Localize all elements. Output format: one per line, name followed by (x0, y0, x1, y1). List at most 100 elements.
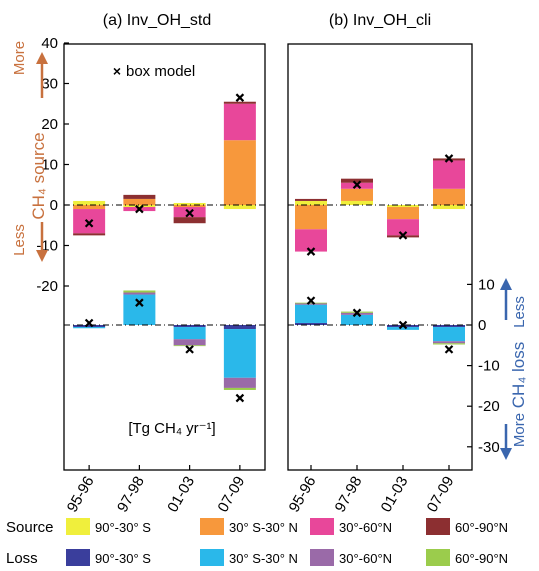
source-bar-panel-b-95-96-s2 (295, 229, 327, 252)
right-label-more: More (511, 413, 528, 447)
source-legend-swatch-3 (426, 518, 450, 535)
source-legend-swatch-1 (200, 518, 224, 535)
source-bar-panel-b-07-09-s2 (433, 160, 465, 189)
loss-bar-panel-b-95-96-s0 (295, 322, 327, 325)
left-up-arrow (36, 52, 48, 98)
loss-legend-swatch-0 (66, 549, 90, 566)
loss-bar-panel-a-97-98-s3 (123, 290, 156, 293)
loss-bar-panel-b-01-03-s1 (387, 327, 419, 330)
loss-bar-panel-a-97-98-s1 (123, 294, 156, 325)
box-model-loss-marker-panel_b-97-98 (352, 308, 362, 318)
loss-bar-panel-b-07-09-s1 (433, 327, 465, 342)
loss-bar-panel-b-95-96-s1 (295, 304, 327, 323)
box-model-legend: box model (126, 63, 195, 80)
source-bar-panel-a-01-03-s1 (173, 205, 206, 208)
x-tick-label-1-01-03: 01-03 (378, 474, 412, 516)
box-model-loss-marker-panel_b-01-03 (398, 320, 408, 330)
box-model-loss-marker-panel_a-07-09 (235, 393, 245, 403)
source-bar-panel-a-97-98-s0 (123, 205, 156, 208)
source-legend-label-3: 60°-90°N (455, 520, 508, 535)
left-tick-label-20: 20 (41, 116, 58, 133)
source-bar-panel-b-01-03-s1 (387, 207, 419, 220)
loss-bar-panel-b-07-09-s0 (433, 325, 465, 328)
loss-bar-panel-a-07-09-s1 (223, 329, 256, 378)
loss-legend-label-0: 90°-30° S (95, 551, 151, 566)
box-model-loss-marker-panel_b-07-09 (444, 345, 454, 354)
box-model-loss-marker-panel_a-97-98 (135, 298, 144, 307)
loss-bar-panel-a-07-09-s2 (223, 377, 256, 388)
right-tick-label--10: -10 (478, 358, 500, 375)
right-tick-label-10: 10 (478, 276, 495, 293)
source-legend-label-2: 30°-60°N (339, 520, 392, 535)
x-tick-label-0-97-98: 97-98 (114, 474, 148, 516)
source-legend-swatch-2 (310, 518, 334, 535)
right-tick-label--30: -30 (478, 439, 500, 456)
source-bar-panel-a-97-98-s3 (123, 194, 156, 199)
left-down-arrow (36, 222, 48, 262)
x-tick-label-1-97-98: 97-98 (332, 474, 366, 516)
panel-a-title: (a) Inv_OH_std (103, 12, 211, 29)
loss-legend-title: Loss (6, 550, 38, 567)
source-bar-panel-a-01-03-s3 (173, 217, 206, 224)
source-bar-panel-a-07-09-s3 (223, 101, 256, 104)
source-bar-panel-a-07-09-s2 (223, 103, 256, 141)
box-model-loss-marker-panel_a-95-96 (84, 318, 94, 328)
x-tick-label-0-95-96: 95-96 (64, 474, 98, 516)
source-bar-panel-a-95-96-s0 (73, 200, 106, 205)
left-label-main: CH₄ source (29, 132, 48, 219)
source-bar-panel-a-97-98-s1 (123, 198, 156, 205)
right-tick-label--20: -20 (478, 398, 500, 415)
source-bar-panel-a-01-03-s0 (173, 202, 206, 205)
loss-bar-panel-a-97-98-s2 (123, 292, 156, 295)
box-model-source-marker-panel_a-07-09 (235, 93, 245, 102)
loss-bar-panel-b-97-98-s1 (341, 314, 373, 325)
loss-bar-panel-a-01-03-s0 (173, 325, 206, 328)
source-bar-panel-b-01-03-s2 (387, 219, 419, 236)
box-model-source-marker-panel_a-97-98 (135, 204, 144, 214)
left-label-less: Less (11, 224, 28, 256)
source-bar-panel-b-97-98-s1 (341, 188, 373, 201)
loss-legend-swatch-1 (200, 549, 224, 566)
right-tick-label-0: 0 (478, 317, 486, 334)
left-label-more: More (11, 41, 28, 75)
loss-bar-panel-b-07-09-s3 (433, 343, 465, 345)
source-legend-swatch-0 (66, 518, 90, 535)
loss-bar-panel-a-95-96-s1 (73, 327, 106, 329)
source-bar-panel-a-95-96-s2 (73, 209, 106, 234)
source-bar-panel-b-95-96-s1 (295, 205, 327, 230)
box-model-source-marker-panel_a-01-03 (185, 208, 194, 218)
units-label: [Tg CH₄ yr⁻¹] (128, 420, 215, 437)
panel-frame-b (287, 43, 473, 471)
right-label-less: Less (511, 296, 528, 328)
right-label-main: CH₄ loss (509, 342, 528, 408)
x-tick-label-0-01-03: 01-03 (164, 474, 198, 516)
loss-legend-swatch-2 (310, 549, 334, 566)
loss-bar-panel-a-01-03-s2 (173, 339, 206, 346)
source-bar-panel-b-95-96-s0 (295, 200, 327, 205)
panel-b-title: (b) Inv_OH_cli (329, 12, 431, 29)
loss-bar-panel-a-07-09-s0 (223, 325, 256, 330)
source-bar-panel-b-97-98-s3 (341, 178, 373, 183)
left-tick-label-0: 0 (50, 197, 58, 214)
source-bar-panel-a-95-96-s1 (73, 205, 106, 210)
loss-legend-label-2: 30°-60°N (339, 551, 392, 566)
source-bar-panel-a-07-09-s0 (223, 205, 256, 210)
loss-bar-panel-b-95-96-s2 (295, 303, 327, 305)
x-tick-label-0-07-09: 07-09 (214, 474, 248, 516)
source-bar-panel-a-07-09-s1 (223, 140, 256, 205)
source-bar-panel-b-97-98-s0 (341, 200, 373, 205)
box-model-marker-glyph: × (113, 63, 121, 79)
source-bar-panel-b-01-03-s0 (387, 205, 419, 208)
panel-frame-a (63, 43, 266, 471)
loss-bar-panel-b-07-09-s2 (433, 341, 465, 344)
right-up-arrow (500, 278, 512, 320)
loss-legend-swatch-3 (426, 549, 450, 566)
box-model-source-marker-panel_a-95-96 (84, 218, 94, 228)
right-down-arrow (500, 424, 512, 460)
box-model-source-marker-panel_b-95-96 (306, 247, 316, 256)
box-model-source-marker-panel_b-01-03 (398, 231, 408, 240)
loss-bar-panel-a-01-03-s1 (173, 327, 206, 340)
left-tick-label-30: 30 (41, 76, 58, 93)
left-tick-label-40: 40 (41, 35, 58, 52)
